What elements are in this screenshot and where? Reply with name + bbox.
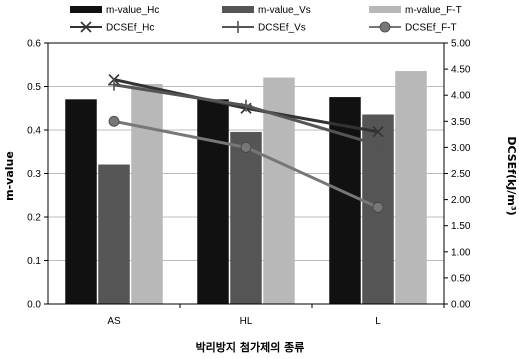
legend: m-value_Hc m-value_Vs m-value_F-T DCSEf_Hc D… bbox=[70, 5, 462, 34]
y-axis-ticks: 0.0 0.1 0.2 0.3 0.4 0.5 0.6 bbox=[27, 39, 48, 311]
legend-label: m-value_F-T bbox=[405, 5, 462, 16]
legend-label: DCSEf_F-T bbox=[405, 23, 457, 34]
y2-tick-label: 4.50 bbox=[451, 65, 471, 76]
y2-tick-label: 2.50 bbox=[451, 169, 471, 180]
x-axis-title: 박리방지 첨가제의 종류 bbox=[196, 340, 305, 354]
line-point bbox=[108, 115, 120, 127]
legend-label: DCSEf_Vs bbox=[258, 23, 306, 34]
legend-swatch bbox=[369, 6, 401, 13]
line-point bbox=[80, 21, 92, 33]
x-tick-label: L bbox=[375, 316, 381, 327]
bar bbox=[65, 99, 97, 305]
bar bbox=[230, 131, 262, 305]
legend-label: m-value_Hc bbox=[106, 5, 159, 16]
line-point bbox=[108, 78, 120, 91]
bar bbox=[131, 84, 163, 305]
line-point bbox=[372, 202, 384, 213]
bar bbox=[197, 99, 229, 305]
y2-axis-ticks: 0.00 0.50 1.00 1.50 2.00 2.50 3.00 3.50 4.00 4.50… bbox=[444, 39, 471, 311]
bars bbox=[65, 71, 427, 305]
line-point bbox=[372, 126, 384, 138]
x-tick-label: HL bbox=[240, 316, 253, 327]
y-tick-label: 0.2 bbox=[27, 213, 41, 224]
y2-tick-label: 1.00 bbox=[451, 247, 471, 258]
y2-tick-label: 3.50 bbox=[451, 117, 471, 128]
y-axis-title: m-value bbox=[3, 151, 16, 201]
bar bbox=[395, 71, 427, 305]
x-tick-label: AS bbox=[107, 316, 121, 327]
line-point bbox=[240, 99, 252, 112]
y-tick-label: 0.0 bbox=[27, 300, 41, 311]
y2-tick-label: 0.00 bbox=[451, 300, 471, 311]
y2-tick-label: 2.00 bbox=[451, 195, 471, 206]
y2-tick-label: 5.00 bbox=[451, 39, 471, 50]
y2-tick-label: 0.50 bbox=[451, 273, 471, 284]
legend-label: DCSEf_Hc bbox=[106, 23, 154, 34]
legend-swatch bbox=[222, 6, 254, 13]
legend-label: m-value_Vs bbox=[258, 5, 311, 16]
line-point bbox=[372, 138, 384, 151]
y2-tick-label: 3.00 bbox=[451, 143, 471, 154]
y-tick-label: 0.3 bbox=[27, 169, 41, 180]
y2-axis-title: DCSEf(kJ/m³) bbox=[505, 136, 518, 215]
bar bbox=[98, 164, 130, 305]
line-point bbox=[240, 141, 252, 153]
legend-swatch bbox=[70, 6, 102, 13]
y-tick-label: 0.6 bbox=[27, 39, 41, 50]
x-axis-ticks: AS HL L bbox=[107, 304, 445, 327]
line-point bbox=[232, 21, 244, 33]
y-tick-label: 0.1 bbox=[27, 256, 41, 267]
y-tick-label: 0.4 bbox=[27, 126, 41, 137]
y2-tick-label: 1.50 bbox=[451, 221, 471, 232]
lines bbox=[108, 73, 384, 213]
y2-tick-label: 4.00 bbox=[451, 91, 471, 102]
y-tick-label: 0.5 bbox=[27, 82, 41, 93]
line-point bbox=[379, 21, 391, 33]
